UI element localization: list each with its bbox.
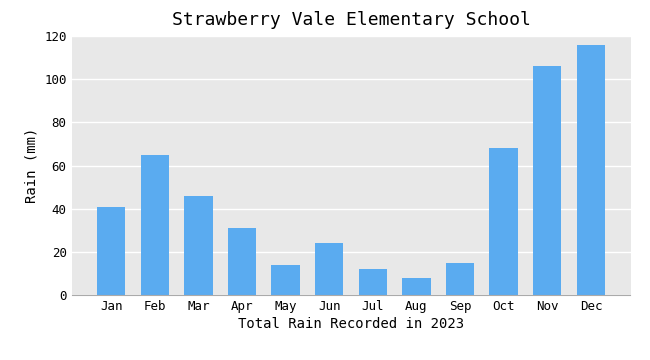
- Bar: [272, 265, 300, 295]
- Bar: [227, 228, 256, 295]
- Bar: [446, 263, 474, 295]
- Bar: [577, 45, 605, 295]
- X-axis label: Total Rain Recorded in 2023: Total Rain Recorded in 2023: [238, 317, 464, 331]
- Title: Strawberry Vale Elementary School: Strawberry Vale Elementary School: [172, 11, 530, 29]
- Bar: [315, 243, 343, 295]
- Bar: [184, 196, 213, 295]
- Bar: [533, 66, 562, 295]
- Bar: [489, 148, 518, 295]
- Bar: [402, 278, 430, 295]
- Y-axis label: Rain (mm): Rain (mm): [25, 128, 38, 203]
- Bar: [97, 207, 125, 295]
- Bar: [359, 269, 387, 295]
- Bar: [140, 155, 169, 295]
